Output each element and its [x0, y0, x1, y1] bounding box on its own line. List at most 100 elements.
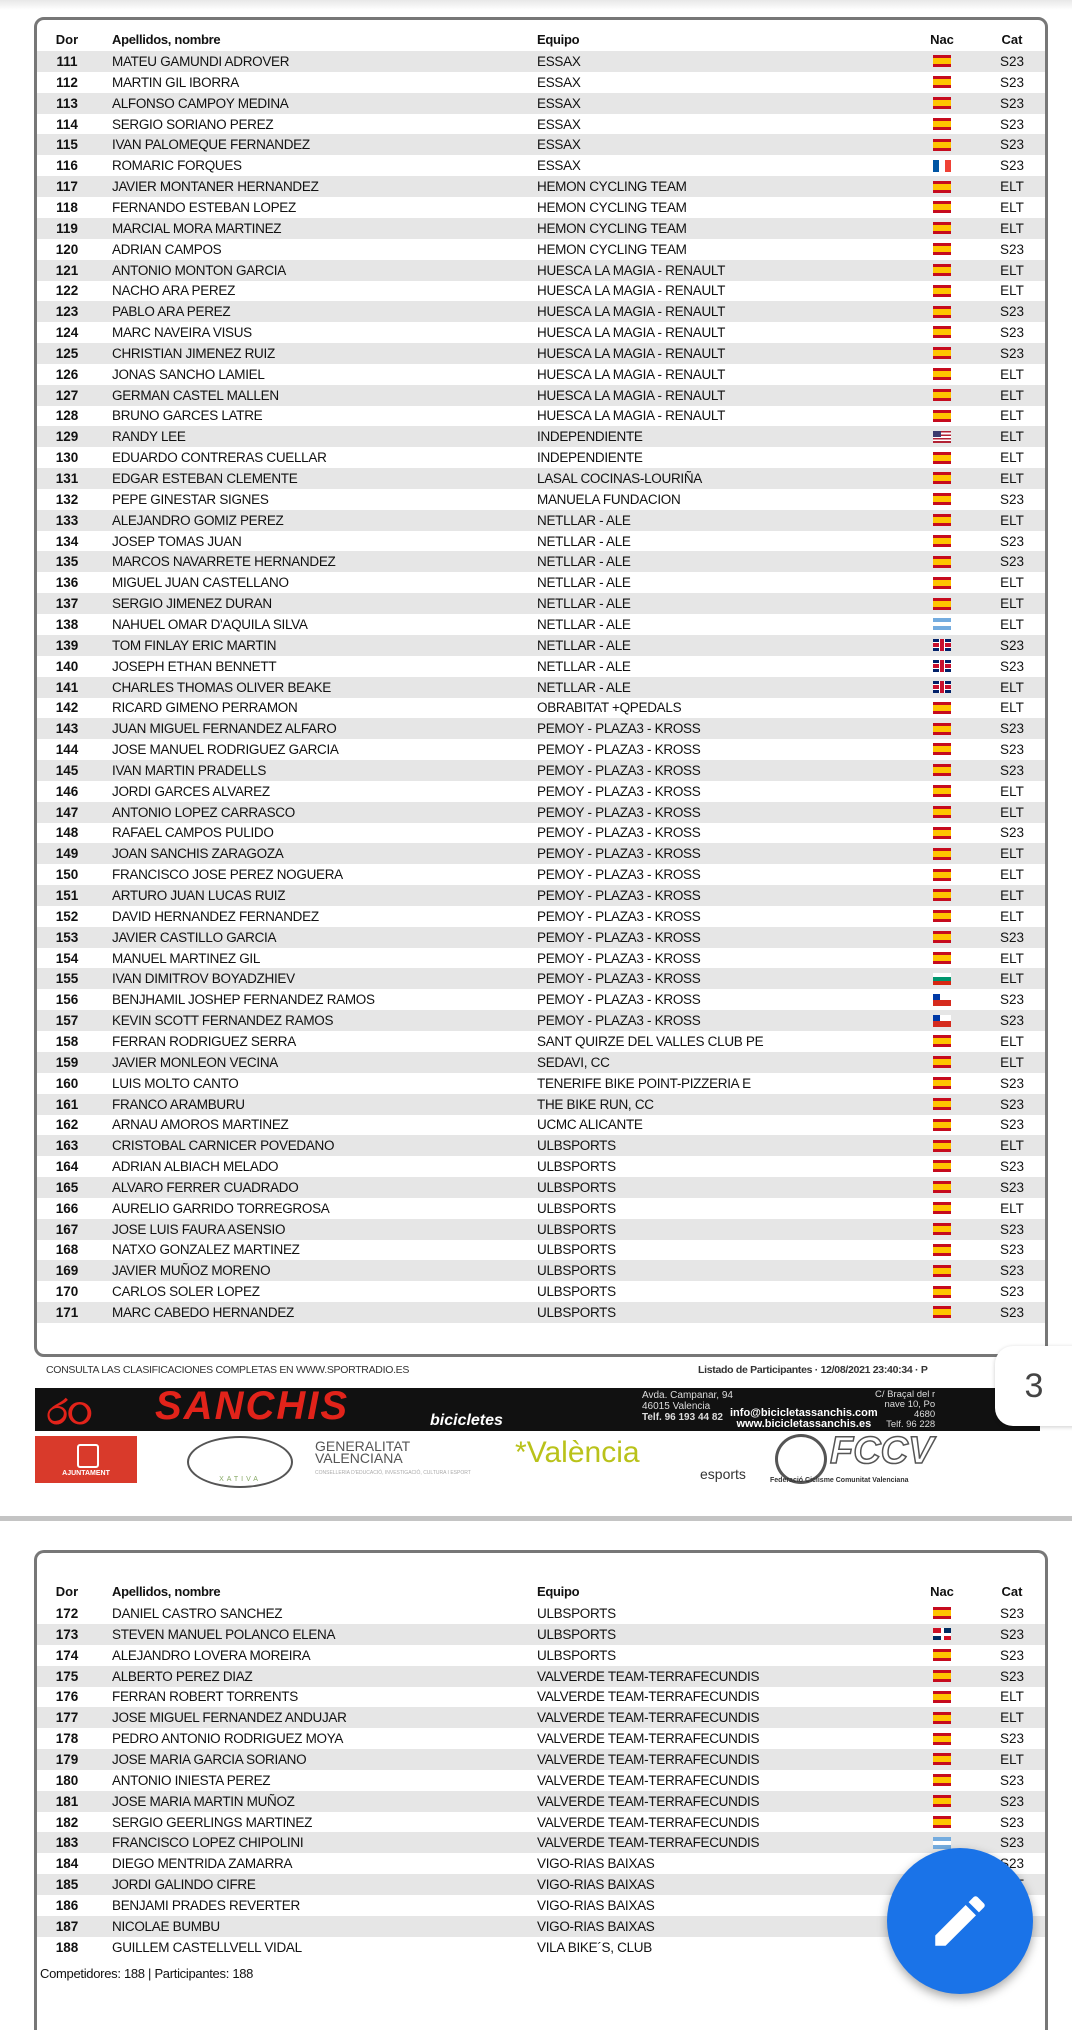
bib-number: 133 — [55, 512, 79, 528]
nationality — [927, 822, 957, 843]
table-row: 172 DANIEL CASTRO SANCHEZ ULBSPORTS S23 — [37, 1603, 1045, 1624]
category: S23 — [999, 345, 1025, 361]
bib-number: 150 — [55, 867, 79, 883]
table-row: 173 STEVEN MANUEL POLANCO ELENA ULBSPORTS S… — [37, 1623, 1045, 1645]
rider-name: LUIS MOLTO CANTO — [112, 1075, 239, 1091]
nationality — [927, 614, 957, 635]
table-row: 122 NACHO ARA PEREZ HUESCA LA MAGIA - RENA… — [37, 280, 1045, 301]
category: S23 — [999, 825, 1025, 841]
rider-name: JOSE MIGUEL FERNANDEZ ANDUJAR — [112, 1710, 347, 1726]
bib-number: 139 — [55, 637, 79, 653]
sponsor-sub: bicicletes — [430, 1412, 503, 1429]
bib-number: 182 — [55, 1814, 79, 1830]
rider-name: EDUARDO CONTRERAS CUELLAR — [112, 450, 327, 466]
nationality — [927, 1791, 957, 1812]
rider-name: MANUEL MARTINEZ GIL — [112, 950, 261, 966]
rider-name: DAVID HERNANDEZ FERNANDEZ — [112, 908, 319, 924]
bib-number: 122 — [55, 283, 79, 299]
rider-name: FERRAN ROBERT TORRENTS — [112, 1689, 298, 1705]
bib-number: 188 — [55, 1939, 79, 1955]
nationality — [927, 114, 957, 135]
table-row: 136 MIGUEL JUAN CASTELLANO NETLLAR - ALE EL… — [37, 572, 1045, 593]
flag-es-icon — [933, 326, 951, 339]
team-name: ULBSPORTS — [537, 1242, 616, 1258]
nationality — [927, 1749, 957, 1770]
category: S23 — [999, 1772, 1025, 1788]
table-row: 151 ARTURO JUAN LUCAS RUIZ PEMOY - PLAZA3 … — [37, 885, 1045, 906]
team-name: VALVERDE TEAM-TERRAFECUNDIS — [537, 1731, 760, 1747]
fccv-seal — [775, 1434, 827, 1484]
category: S23 — [999, 992, 1025, 1008]
table-row: 126 JONAS SANCHO LAMIEL HUESCA LA MAGIA - … — [37, 364, 1045, 385]
nationality — [927, 781, 957, 802]
table-row: 121 ANTONIO MONTON GARCIA HUESCA LA MAGIA … — [37, 259, 1045, 281]
table-row: 124 MARC NAVEIRA VISUS HUESCA LA MAGIA - R… — [37, 322, 1045, 343]
team-name: ESSAX — [537, 116, 581, 132]
nationality — [927, 551, 957, 572]
nationality — [927, 1666, 957, 1687]
flag-es-icon — [933, 1118, 951, 1131]
flag-es-icon — [933, 514, 951, 527]
rider-name: JUAN MIGUEL FERNANDEZ ALFARO — [112, 721, 337, 737]
table-row: 139 TOM FINLAY ERIC MARTIN NETLLAR - ALE S2… — [37, 634, 1045, 656]
bib-number: 121 — [55, 262, 79, 278]
nationality — [927, 72, 957, 93]
bib-number: 126 — [55, 366, 79, 382]
bib-number: 130 — [55, 450, 79, 466]
category: S23 — [999, 116, 1025, 132]
category: ELT — [1000, 1033, 1024, 1049]
nationality — [927, 1073, 957, 1094]
bib-number: 185 — [55, 1877, 79, 1893]
table-row: 138 NAHUEL OMAR D'AQUILA SILVA NETLLAR - A… — [37, 614, 1045, 635]
bib-number: 178 — [55, 1731, 79, 1747]
table-row: 118 FERNANDO ESTEBAN LOPEZ HEMON CYCLING T… — [37, 197, 1045, 218]
team-name: HEMON CYCLING TEAM — [537, 220, 687, 236]
rider-name: JAVIER MUÑOZ MORENO — [112, 1263, 271, 1279]
bib-number: 131 — [55, 471, 79, 486]
bib-number: 119 — [56, 220, 78, 236]
category: ELT — [1000, 700, 1024, 716]
table-row: 165 ALVARO FERRER CUADRADO ULBSPORTS S23 — [37, 1176, 1045, 1198]
table-row: 112 MARTIN GIL IBORRA ESSAX S23 — [37, 72, 1045, 93]
bib-number: 164 — [55, 1159, 79, 1175]
category: ELT — [1000, 575, 1024, 591]
rider-name: JOSEP TOMAS JUAN — [112, 533, 242, 549]
team-name: PEMOY - PLAZA3 - KROSS — [537, 721, 701, 737]
category: S23 — [999, 762, 1025, 778]
bib-number: 156 — [55, 992, 79, 1008]
category: ELT — [1000, 366, 1024, 382]
table-row: 146 JORDI GARCES ALVAREZ PEMOY - PLAZA3 - … — [37, 781, 1045, 802]
rider-name: JOSEPH ETHAN BENNETT — [112, 658, 277, 674]
valencia-esports-logo: *València esports — [515, 1436, 746, 1482]
rider-name: ANTONIO MONTON GARCIA — [112, 262, 286, 278]
category: S23 — [999, 137, 1025, 153]
flag-es-icon — [933, 347, 951, 360]
nationality — [927, 1052, 957, 1073]
bib-number: 184 — [55, 1856, 79, 1872]
table-row: 120 ADRIAN CAMPOS HEMON CYCLING TEAM S23 — [37, 239, 1045, 260]
flag-fr-icon — [933, 159, 951, 172]
team-name: ULBSPORTS — [537, 1221, 616, 1237]
team-name: HUESCA LA MAGIA - RENAULT — [537, 408, 726, 424]
flag-es-icon — [933, 1243, 951, 1256]
team-name: INDEPENDIENTE — [537, 429, 643, 445]
nationality — [927, 697, 957, 718]
team-name: PEMOY - PLAZA3 - KROSS — [537, 888, 701, 903]
nationality — [927, 968, 957, 989]
nationality — [927, 385, 957, 406]
flag-es-icon — [933, 826, 951, 839]
flag-do-icon — [933, 1628, 951, 1641]
table-row: 133 ALEJANDRO GOMIZ PEREZ NETLLAR - ALE ELT — [37, 509, 1045, 531]
flag-es-icon — [933, 1607, 951, 1620]
rider-name: ROMARIC FORQUES — [112, 158, 242, 174]
flag-es-icon — [933, 1774, 951, 1787]
category: ELT — [1000, 1054, 1024, 1070]
table-row: 134 JOSEP TOMAS JUAN NETLLAR - ALE S23 — [37, 531, 1045, 552]
team-name: PEMOY - PLAZA3 - KROSS — [537, 992, 701, 1008]
flag-es-icon — [933, 1097, 951, 1110]
rider-name: MARCIAL MORA MARTINEZ — [112, 220, 282, 236]
flag-es-icon — [933, 1690, 951, 1703]
rider-name: IVAN PALOMEQUE FERNANDEZ — [112, 137, 310, 153]
flag-es-icon — [933, 97, 951, 110]
edit-fab-button[interactable] — [887, 1848, 1033, 1994]
